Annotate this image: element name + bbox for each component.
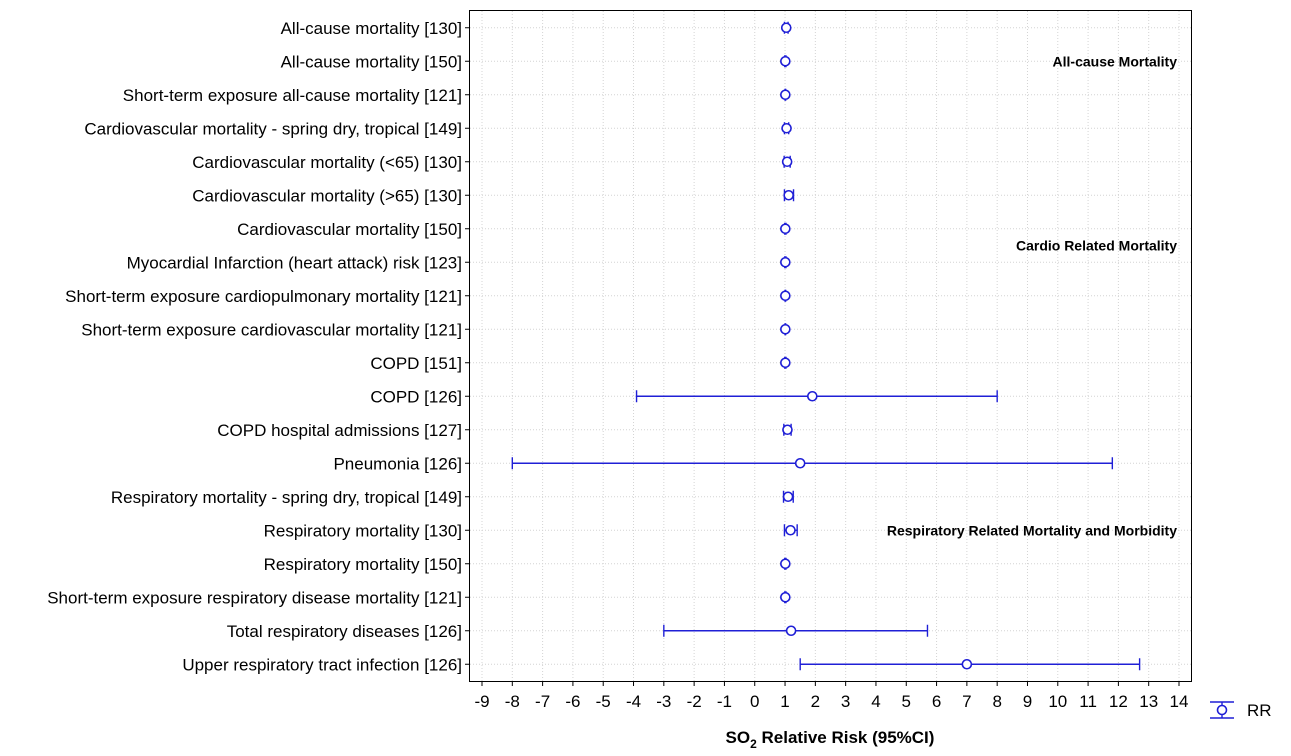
rr-point [781,122,792,134]
x-tick-label: 3 [841,692,850,711]
row-label: Short-term exposure all-cause mortality … [123,86,462,105]
row-label: COPD [151] [370,354,462,373]
row-labels: All-cause mortality [130] All-cause morta… [47,19,470,674]
x-tick-label: -2 [687,692,702,711]
row-label: Pneumonia [126] [333,454,462,473]
group-label: Respiratory Related Mortality and Morbid… [887,522,1177,538]
row-label: Short-term exposure cardiopulmonary mort… [65,287,462,306]
x-tick-label: -8 [505,692,520,711]
row-label: COPD [126] [370,387,462,406]
data-marks [511,21,1141,671]
rr-point [783,189,794,201]
rr-point [781,156,793,168]
x-tick-label: 7 [962,692,971,711]
x-tick-label: -1 [717,692,732,711]
rr-point [780,223,791,235]
rr-point [780,558,791,570]
x-tick-label: 9 [1023,692,1032,711]
row-label: Short-term exposure respiratory disease … [47,588,462,607]
x-tick-label: 13 [1139,692,1158,711]
rr-point [794,457,806,469]
x-tick-label: -4 [626,692,641,711]
x-tick-label: -9 [474,692,489,711]
row-label: Respiratory mortality [150] [264,555,462,574]
row-label: Respiratory mortality [130] [264,521,462,540]
x-tick-label: -3 [656,692,671,711]
group-label: All-cause Mortality [1053,53,1178,69]
row-label: Short-term exposure cardiovascular morta… [81,320,462,339]
x-tick-label: 12 [1109,692,1128,711]
x-tick-label: -7 [535,692,550,711]
x-axis-ticks: -9 -8 -7 -6 -5 -4 -3 -2 -1 0 1 2 3 4 5 6 7 8 9 10 11 12 13 14 [474,681,1188,711]
row-label: Upper respiratory tract infection [126] [182,655,462,674]
x-tick-label: 14 [1170,692,1189,711]
rr-point [780,357,791,369]
rr-point [780,22,792,34]
x-tick-label: 2 [811,692,820,711]
x-tick-label: -5 [596,692,611,711]
rr-point [780,89,791,101]
row-label: Total respiratory diseases [126] [227,622,462,641]
rr-point [785,625,797,637]
rr-point [961,658,973,670]
plot-frame [469,10,1192,682]
rr-point [780,591,791,603]
rr-point [782,491,794,503]
row-label: Respiratory mortality - spring dry, trop… [111,488,462,507]
x-tick-label: 6 [932,692,941,711]
row-label: Cardiovascular mortality - spring dry, t… [84,119,462,138]
row-label: All-cause mortality [150] [281,52,462,71]
rr-point [780,256,791,268]
legend-point [1216,704,1228,716]
rr-point [780,290,791,302]
row-label: COPD hospital admissions [127] [217,421,462,440]
x-axis-label: SO2 Relative Risk (95%CI) [726,728,935,751]
rr-point [780,323,791,335]
x-tick-label: 4 [871,692,880,711]
x-tick-label: 0 [750,692,759,711]
group-labels: All-cause Mortality Cardio Related Mortal… [887,53,1177,538]
rr-point [785,524,796,536]
row-label: Cardiovascular mortality (>65) [130] [192,186,462,205]
row-label: All-cause mortality [130] [281,19,462,38]
rr-point [807,390,818,402]
rr-point [782,424,793,436]
x-tick-label: 10 [1048,692,1067,711]
x-tick-label: 1 [780,692,789,711]
x-tick-label: 11 [1079,692,1097,711]
x-tick-label: -6 [565,692,580,711]
rr-point [780,55,791,67]
legend-marker [1210,701,1234,719]
legend: RR [1210,701,1272,720]
row-label: Myocardial Infarction (heart attack) ris… [127,253,462,272]
x-tick-label: 5 [902,692,911,711]
x-tick-label: 8 [992,692,1001,711]
row-label: Cardiovascular mortality (<65) [130] [192,153,462,172]
row-label: Cardiovascular mortality [150] [237,220,462,239]
group-label: Cardio Related Mortality [1016,238,1177,254]
grid-layer [470,11,1191,681]
legend-label: RR [1247,701,1272,720]
